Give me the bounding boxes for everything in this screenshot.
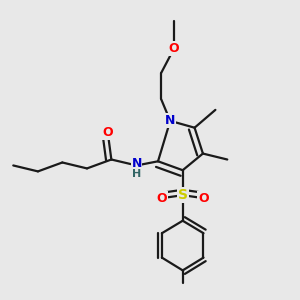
Text: N: N xyxy=(165,114,175,128)
Text: O: O xyxy=(198,192,209,205)
Text: O: O xyxy=(103,126,113,139)
Text: N: N xyxy=(131,157,142,169)
Text: O: O xyxy=(157,192,167,205)
Text: S: S xyxy=(178,188,188,202)
Text: O: O xyxy=(169,42,179,56)
Text: H: H xyxy=(132,169,141,179)
